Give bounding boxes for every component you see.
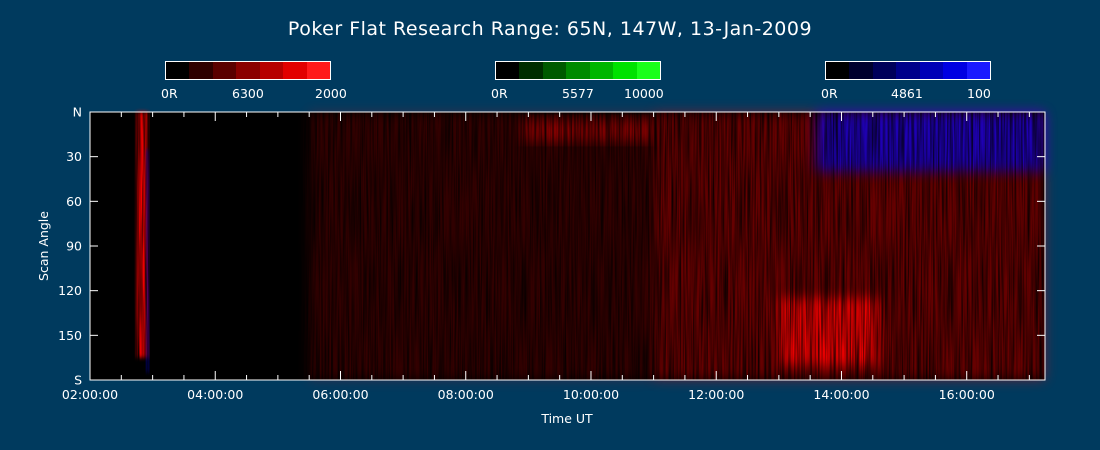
x-tick-label: 12:00:00	[688, 387, 744, 402]
colorbar-swatch	[496, 62, 520, 79]
colorbar-min-label: 0R	[491, 86, 508, 101]
colorbar-min-label: 0R	[821, 86, 838, 101]
colorbar-swatch	[236, 62, 260, 79]
colorbar-swatch	[306, 62, 330, 79]
colorbar-swatch	[542, 62, 567, 79]
y-tick-label: S	[74, 373, 82, 388]
colorbar-6300	[165, 61, 331, 80]
y-tick-label: 60	[66, 194, 82, 209]
colorbar-swatch	[283, 62, 307, 79]
x-tick-label: 16:00:00	[939, 387, 995, 402]
colorbar-wavelength-label: 5577	[562, 86, 594, 101]
colorbar-swatch	[896, 62, 920, 79]
colorbar-swatch	[259, 62, 284, 79]
colorbar-swatch	[212, 62, 237, 79]
colorbar-swatch	[519, 62, 543, 79]
colorbar-swatch	[943, 62, 967, 79]
y-tick-label: 30	[66, 149, 82, 164]
colorbar-swatch	[189, 62, 213, 79]
x-tick-label: 08:00:00	[438, 387, 494, 402]
colorbar-max-label: 2000	[315, 86, 347, 101]
colorbar-max-label: 100	[967, 86, 991, 101]
y-tick-label: N	[73, 105, 82, 120]
colorbar-swatch	[566, 62, 590, 79]
y-tick-label: 150	[58, 328, 82, 343]
x-tick-label: 06:00:00	[312, 387, 368, 402]
colorbar-swatch	[919, 62, 944, 79]
y-tick-label: 120	[58, 283, 82, 298]
colorbar-swatch	[872, 62, 897, 79]
colorbar-wavelength-label: 6300	[232, 86, 264, 101]
x-axis: 02:00:00 04:00:00 06:00:00 08:00:00 10:00:00…	[62, 112, 1030, 402]
colorbar-wavelength-label: 4861	[891, 86, 923, 101]
colorbar-swatch	[636, 62, 660, 79]
y-axis-label: Scan Angle	[36, 211, 51, 281]
x-tick-label: 02:00:00	[62, 387, 118, 402]
streak-texture	[90, 112, 1045, 380]
colorbar-swatch	[826, 62, 850, 79]
chart-title: Poker Flat Research Range: 65N, 147W, 13…	[287, 18, 813, 40]
colorbar-4861	[825, 61, 991, 80]
colorbar-max-label: 10000	[624, 86, 664, 101]
x-tick-label: 04:00:00	[187, 387, 243, 402]
colorbar-5577	[495, 61, 661, 80]
colorbar-swatch	[166, 62, 190, 79]
y-tick-label: 90	[66, 239, 82, 254]
colorbar-swatch	[849, 62, 873, 79]
x-tick-label: 10:00:00	[563, 387, 619, 402]
x-axis-label: Time UT	[540, 411, 593, 426]
y-axis: N 30 60 90 120 150 S	[58, 105, 1045, 388]
colorbar-swatch	[966, 62, 990, 79]
colorbar-min-label: 0R	[161, 86, 178, 101]
colorbar-swatch	[613, 62, 637, 79]
colorbar-swatch	[589, 62, 614, 79]
x-tick-label: 14:00:00	[813, 387, 869, 402]
